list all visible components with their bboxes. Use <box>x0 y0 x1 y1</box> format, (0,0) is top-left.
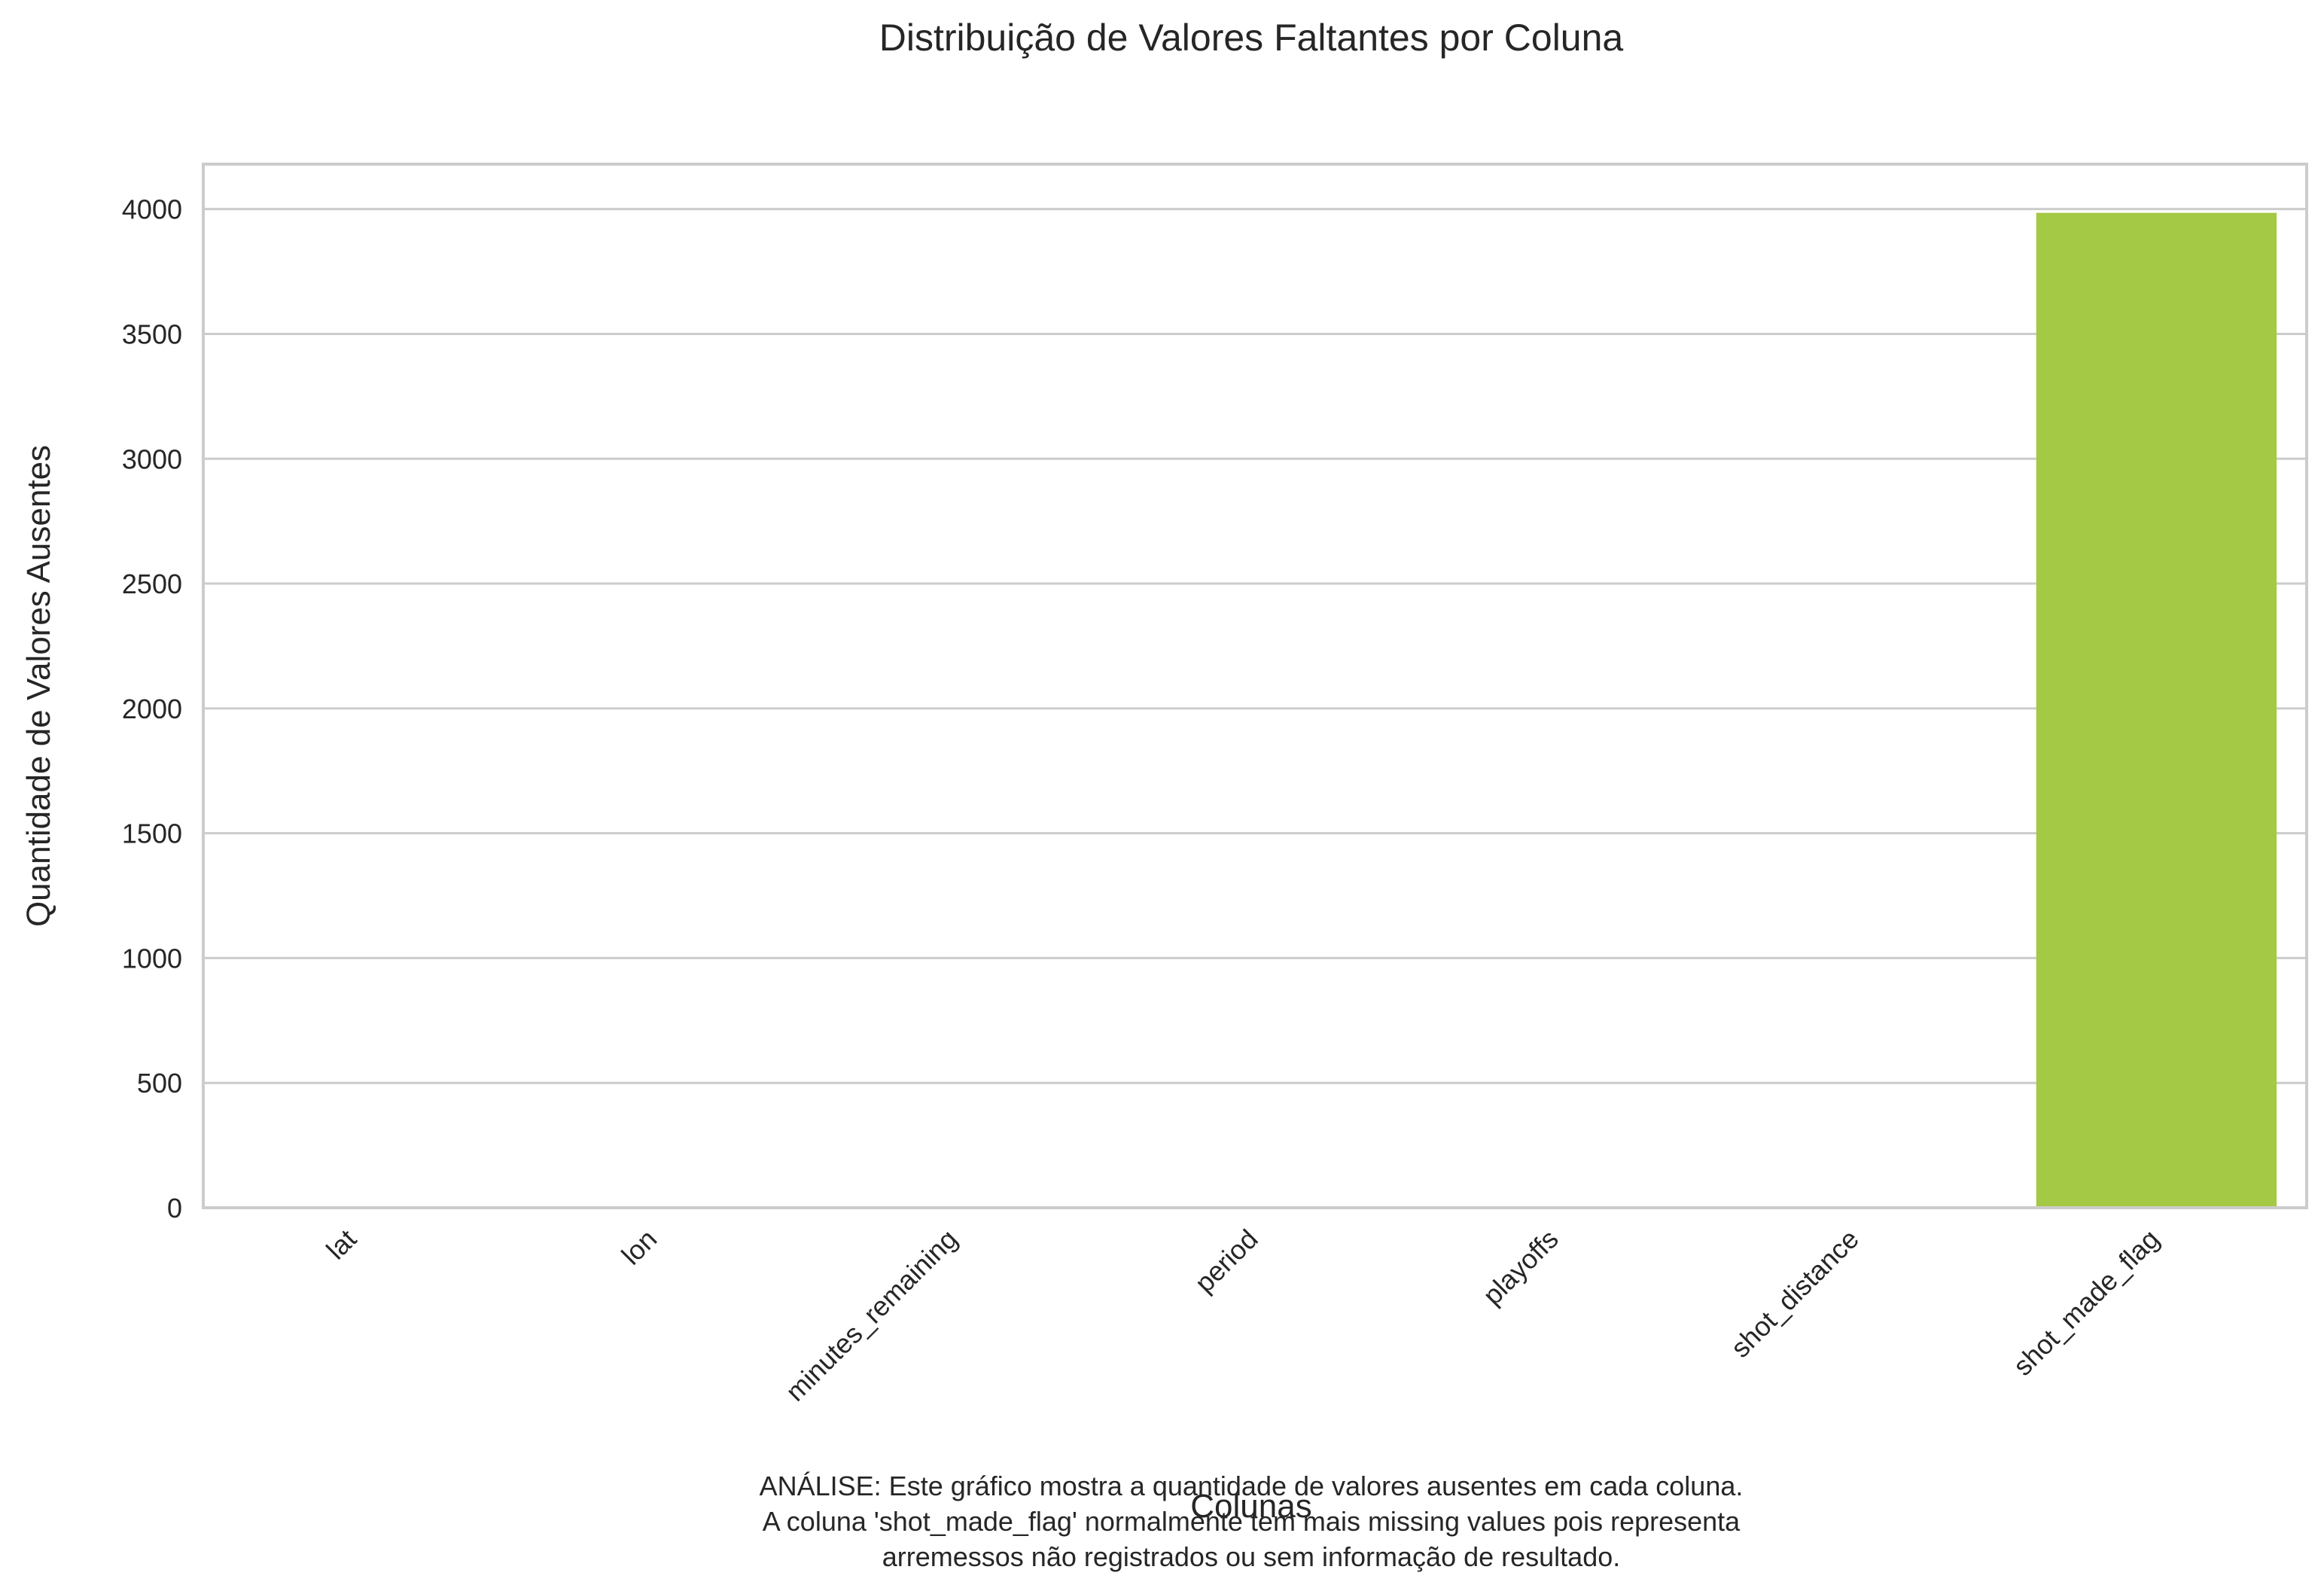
x-tick-label: playoffs <box>1477 1224 1564 1311</box>
y-tick-label: 0 <box>167 1193 182 1224</box>
x-tick-label: minutes_remaining <box>779 1224 963 1407</box>
x-tick-label: period <box>1189 1224 1264 1299</box>
y-tick-label: 3000 <box>122 443 182 474</box>
y-tick-label: 500 <box>137 1068 182 1099</box>
x-axis-label: Colunas <box>1190 1488 1311 1525</box>
chart-title: Distribuição de Valores Faltantes por Co… <box>879 17 1624 59</box>
analysis-note-line: A coluna 'shot_made_flag' normalmente te… <box>763 1506 1741 1537</box>
analysis-note-line: arremessos não registrados ou sem inform… <box>882 1541 1621 1572</box>
y-tick-label: 2000 <box>122 693 182 724</box>
analysis-note: ANÁLISE: Este gráfico mostra a quantidad… <box>760 1471 1744 1572</box>
plot-frame <box>202 163 2308 1209</box>
x-tick-labels: lat lon minutes_remaining period playoffs sho… <box>320 1224 2165 1407</box>
y-tick-label: 3500 <box>122 318 182 349</box>
y-tick-labels: 0 500 1000 1500 2000 2500 3000 3500 4000 <box>122 194 182 1224</box>
y-tick-label: 1000 <box>122 943 182 974</box>
x-tick-label: shot_made_flag <box>2007 1224 2165 1382</box>
y-tick-label: 1500 <box>122 818 182 849</box>
y-tick-label: 2500 <box>122 568 182 599</box>
analysis-note-line: ANÁLISE: Este gráfico mostra a quantidad… <box>760 1471 1744 1501</box>
bar-shot-made-flag <box>2036 212 2277 1208</box>
bars <box>2036 212 2277 1208</box>
x-tick-label: lon <box>615 1224 662 1271</box>
grid-lines <box>203 208 2307 1209</box>
x-tick-label: lat <box>320 1224 362 1266</box>
y-axis-label: Quantidade de Valores Ausentes <box>20 445 57 927</box>
y-tick-label: 4000 <box>122 194 182 225</box>
x-tick-label: shot_distance <box>1725 1224 1865 1364</box>
